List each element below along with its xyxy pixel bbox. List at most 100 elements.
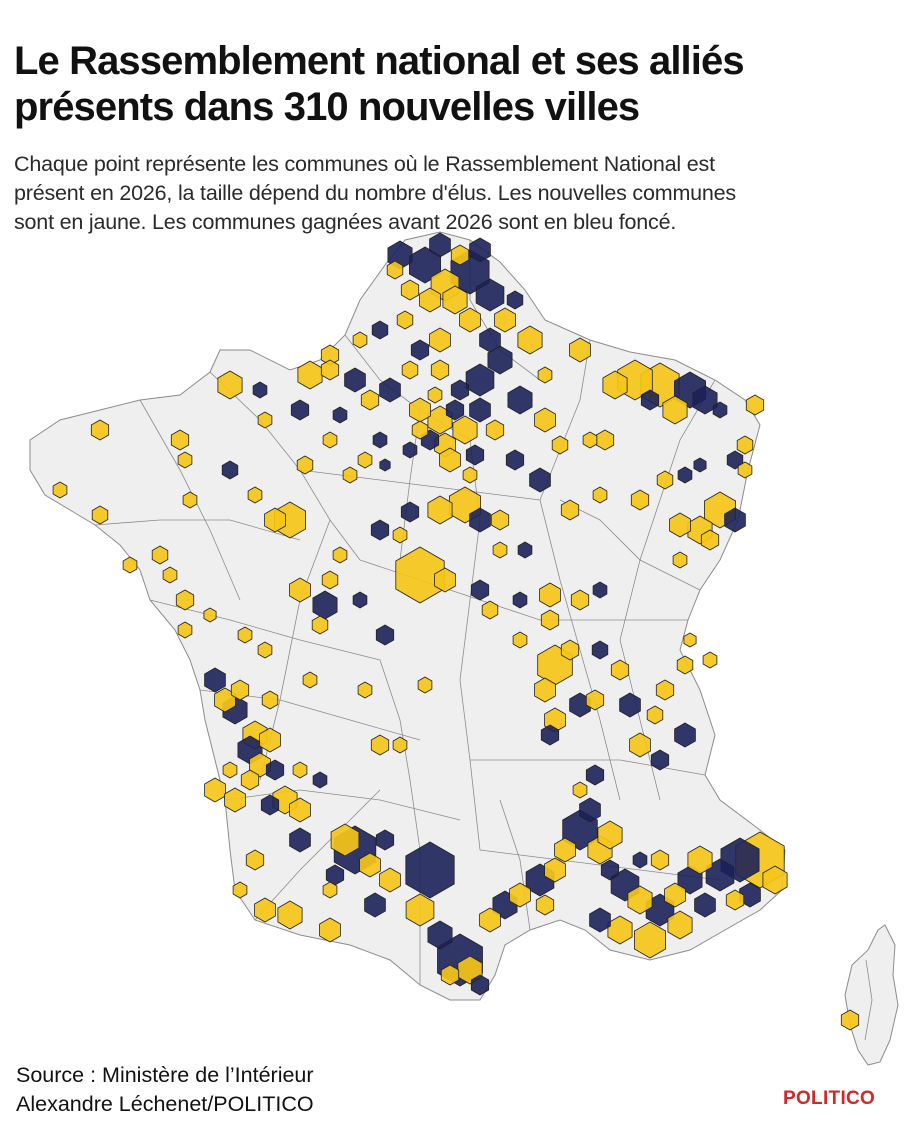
new-commune-hexagon <box>450 244 470 266</box>
new-commune-hexagon <box>247 486 263 504</box>
new-commune-hexagon <box>667 910 693 940</box>
new-commune-hexagon <box>656 470 674 490</box>
earlier-commune-hexagon <box>517 541 533 559</box>
new-commune-hexagon <box>257 411 273 429</box>
new-commune-hexagon <box>277 900 303 930</box>
new-commune-hexagon <box>359 852 381 878</box>
new-commune-hexagon <box>535 894 555 916</box>
new-commune-hexagon <box>490 509 510 531</box>
department-border-14 <box>559 499 701 591</box>
new-commune-hexagon <box>650 849 670 871</box>
earlier-commune-hexagon <box>204 667 226 693</box>
new-commune-hexagon <box>745 394 765 416</box>
new-commune-hexagon <box>440 964 460 986</box>
subtitle-line-2: présent en 2026, la taille dépend du nom… <box>14 181 736 205</box>
new-commune-hexagon <box>479 907 501 933</box>
earlier-commune-hexagon <box>312 771 328 789</box>
commune-hexagons <box>52 232 860 1031</box>
new-commune-hexagon <box>409 397 431 423</box>
earlier-commune-hexagon <box>470 974 490 996</box>
new-commune-hexagon <box>452 415 478 445</box>
new-commune-hexagon <box>91 505 109 525</box>
new-commune-hexagon <box>379 867 401 893</box>
title-line-2: présents dans 310 nouvelles villes <box>14 85 640 129</box>
new-commune-hexagon <box>630 489 650 511</box>
new-commune-hexagon <box>254 897 276 923</box>
earlier-commune-hexagon <box>429 232 451 258</box>
earlier-commune-hexagon <box>475 278 505 312</box>
new-commune-hexagon <box>230 679 250 701</box>
new-commune-hexagon <box>662 395 688 425</box>
source-credit: Source : Ministère de l’Intérieur Alexan… <box>16 1061 314 1119</box>
new-commune-hexagon <box>725 889 745 911</box>
department-border-9 <box>254 789 381 921</box>
new-commune-hexagon <box>259 727 281 753</box>
earlier-commune-hexagon <box>371 320 389 340</box>
new-commune-hexagon <box>544 857 566 883</box>
department-border-22 <box>499 799 531 931</box>
new-commune-hexagon <box>302 671 318 689</box>
new-commune-hexagon <box>321 570 339 590</box>
department-border-5 <box>94 519 301 541</box>
earlier-commune-hexagon <box>505 449 525 471</box>
new-commune-hexagon <box>401 360 419 380</box>
politico-logo: POLITICO <box>783 1088 876 1109</box>
new-commune-hexagon <box>459 307 481 333</box>
new-commune-hexagon <box>322 431 338 449</box>
subtitle-line-1: Chaque point représente les communes où … <box>14 152 715 176</box>
new-commune-hexagon <box>392 736 408 754</box>
chart-subtitle: Chaque point représente les communes où … <box>14 150 909 237</box>
new-commune-hexagon <box>607 915 633 945</box>
earlier-commune-hexagon <box>290 399 310 421</box>
earlier-commune-hexagon <box>479 327 501 353</box>
new-commune-hexagon <box>572 781 588 799</box>
new-commune-hexagon <box>560 639 580 661</box>
new-commune-hexagon <box>162 566 178 584</box>
new-commune-hexagon <box>655 679 675 701</box>
new-commune-hexagon <box>151 545 169 565</box>
new-commune-hexagon <box>629 732 651 758</box>
earlier-commune-hexagon <box>260 794 280 816</box>
new-commune-hexagon <box>481 600 499 620</box>
new-commune-hexagon <box>352 331 368 349</box>
new-commune-hexagon <box>429 327 451 353</box>
new-commune-hexagon <box>319 917 341 943</box>
new-commune-hexagon <box>264 507 286 533</box>
new-commune-hexagon <box>539 582 561 608</box>
earlier-commune-hexagon <box>352 591 368 609</box>
new-commune-hexagon <box>494 307 516 333</box>
new-commune-hexagon <box>669 512 691 538</box>
new-commune-hexagon <box>292 761 308 779</box>
new-commune-hexagon <box>700 529 720 551</box>
earlier-commune-hexagon <box>724 507 746 533</box>
earlier-commune-hexagon <box>470 579 490 601</box>
earlier-commune-hexagon <box>540 724 560 746</box>
new-commune-hexagon <box>427 495 453 525</box>
earlier-commune-hexagon <box>410 339 430 361</box>
new-commune-hexagon <box>570 589 590 611</box>
new-commune-hexagon <box>687 845 713 875</box>
new-commune-hexagon <box>554 837 576 863</box>
new-commune-hexagon <box>237 626 253 644</box>
earlier-commune-hexagon <box>289 827 311 853</box>
new-commune-hexagon <box>560 499 580 521</box>
department-border-13 <box>619 559 661 801</box>
earlier-commune-hexagon <box>712 401 728 419</box>
new-commune-hexagon <box>400 279 420 301</box>
earlier-commune-hexagon <box>585 764 605 786</box>
new-commune-hexagon <box>551 435 569 455</box>
new-commune-hexagon <box>396 310 414 330</box>
earlier-commune-hexagon <box>592 581 608 599</box>
earlier-commune-hexagon <box>469 237 491 263</box>
new-commune-hexagon <box>90 419 110 441</box>
new-commune-hexagon <box>634 921 666 959</box>
new-commune-hexagon <box>405 893 435 927</box>
earlier-commune-hexagon <box>529 467 551 493</box>
chart-title: Le Rassemblement national et ses alliés … <box>14 38 904 130</box>
new-commune-hexagon <box>582 431 598 449</box>
department-border-17 <box>299 469 541 501</box>
new-commune-hexagon <box>217 370 243 400</box>
new-commune-hexagon <box>540 609 560 631</box>
new-commune-hexagon <box>736 435 754 455</box>
earlier-commune-hexagon <box>674 722 696 748</box>
